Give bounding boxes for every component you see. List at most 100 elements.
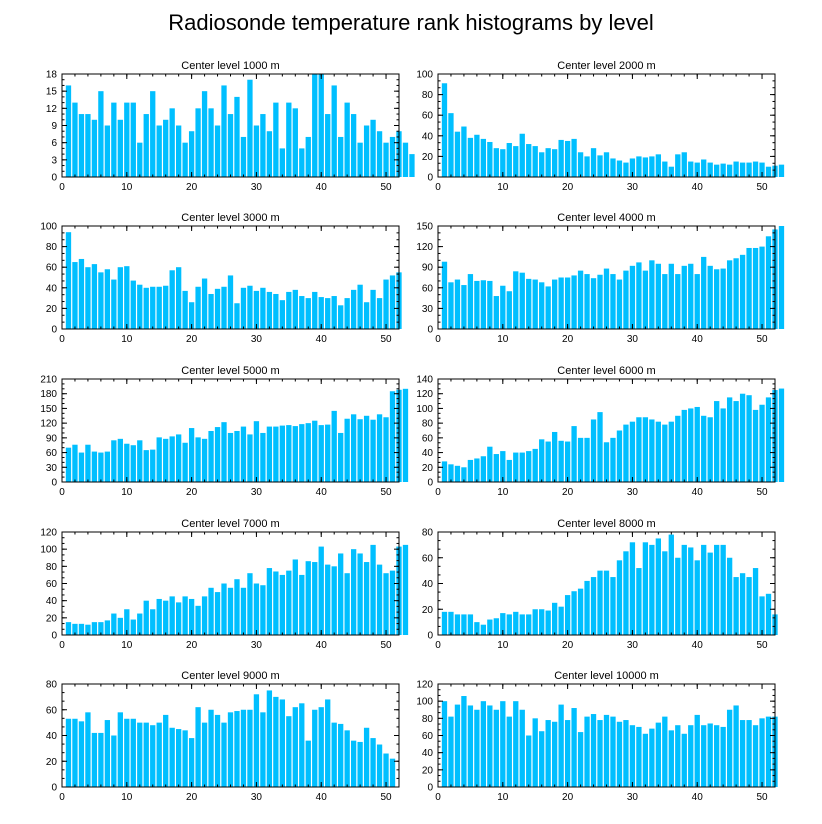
- bar: [221, 286, 227, 329]
- bar: [616, 160, 623, 177]
- panel-title: Center level 7000 m: [181, 518, 279, 530]
- bar: [338, 432, 344, 482]
- bar: [590, 577, 597, 635]
- bar: [305, 298, 311, 329]
- bar: [603, 442, 610, 482]
- bar: [150, 449, 156, 482]
- bar: [143, 722, 149, 788]
- x-tick-label: 40: [316, 334, 328, 345]
- bar: [344, 102, 350, 177]
- bar: [752, 725, 759, 787]
- bar: [759, 246, 765, 329]
- bar: [227, 432, 234, 482]
- bar: [733, 161, 739, 177]
- bar: [564, 140, 571, 177]
- bar: [111, 440, 117, 482]
- y-tick-label: 20: [422, 765, 434, 776]
- bar: [318, 425, 324, 482]
- bar: [558, 704, 564, 787]
- bar: [234, 579, 240, 635]
- bar: [552, 149, 558, 177]
- bar: [370, 419, 376, 482]
- bar: [642, 417, 649, 482]
- x-tick-label: 40: [692, 640, 704, 651]
- bar: [240, 136, 247, 177]
- y-tick-label: 0: [427, 631, 433, 642]
- bar: [493, 296, 499, 329]
- bar: [584, 156, 590, 177]
- y-tick-label: 20: [422, 605, 434, 616]
- y-tick-label: 20: [422, 463, 434, 474]
- bar: [214, 288, 221, 329]
- bar: [739, 720, 746, 787]
- bar: [759, 718, 765, 787]
- bar: [558, 606, 564, 635]
- bar: [182, 596, 188, 636]
- bar: [506, 291, 512, 329]
- bar: [649, 260, 655, 329]
- bar: [688, 408, 694, 482]
- bar: [201, 278, 208, 329]
- bar: [299, 574, 305, 635]
- bar: [318, 74, 324, 177]
- bar: [325, 699, 331, 787]
- bar: [137, 722, 143, 788]
- x-tick-label: 0: [59, 640, 65, 651]
- bar: [636, 417, 642, 482]
- x-tick-label: 20: [562, 487, 574, 498]
- bar: [117, 119, 123, 177]
- bar: [188, 598, 195, 635]
- y-tick-label: 6: [51, 138, 57, 149]
- bar: [726, 397, 733, 482]
- bar: [616, 279, 623, 329]
- bar: [441, 83, 448, 177]
- bar: [752, 247, 759, 329]
- bar: [707, 265, 713, 329]
- bar: [292, 426, 298, 482]
- panel-title: Center level 9000 m: [181, 670, 279, 682]
- bar: [98, 91, 104, 177]
- y-tick-label: 0: [51, 173, 57, 184]
- bar: [247, 709, 253, 787]
- bar: [539, 439, 545, 482]
- x-tick-label: 50: [380, 792, 392, 803]
- bar: [441, 261, 448, 329]
- x-tick-label: 0: [435, 792, 441, 803]
- bar: [707, 417, 713, 482]
- bar: [130, 280, 136, 329]
- bar: [312, 74, 318, 177]
- bar: [662, 716, 668, 787]
- bar: [150, 725, 156, 787]
- bar: [655, 538, 661, 635]
- bar: [519, 133, 525, 177]
- bar: [331, 722, 337, 788]
- bar: [474, 709, 480, 787]
- bar: [739, 393, 746, 482]
- bar: [357, 284, 363, 329]
- y-tick-label: 120: [416, 680, 433, 691]
- panel-3: Center level 3000 m 0 20 40 60 80 100 0 10 20 30 40…: [40, 212, 402, 345]
- bar: [558, 139, 564, 177]
- bar: [350, 740, 357, 787]
- x-tick-label: 50: [756, 640, 768, 651]
- bar: [409, 154, 415, 177]
- bar: [519, 452, 525, 482]
- bar: [260, 114, 266, 177]
- bar: [143, 450, 149, 482]
- bar: [765, 593, 772, 635]
- bar: [169, 727, 175, 787]
- bar: [539, 731, 545, 787]
- x-tick-label: 30: [251, 334, 263, 345]
- bar: [176, 729, 182, 787]
- bar: [552, 279, 558, 329]
- bar: [273, 293, 279, 329]
- bar: [402, 388, 409, 482]
- panel-5: Center level 5000 m 0 30 60 90 120 150 180 210 0 1…: [40, 365, 409, 498]
- bar: [616, 560, 623, 635]
- bar: [571, 591, 577, 635]
- panel-title: Center level 6000 m: [557, 365, 655, 377]
- bar: [642, 542, 649, 635]
- x-tick-label: 30: [627, 487, 639, 498]
- bar: [195, 707, 201, 787]
